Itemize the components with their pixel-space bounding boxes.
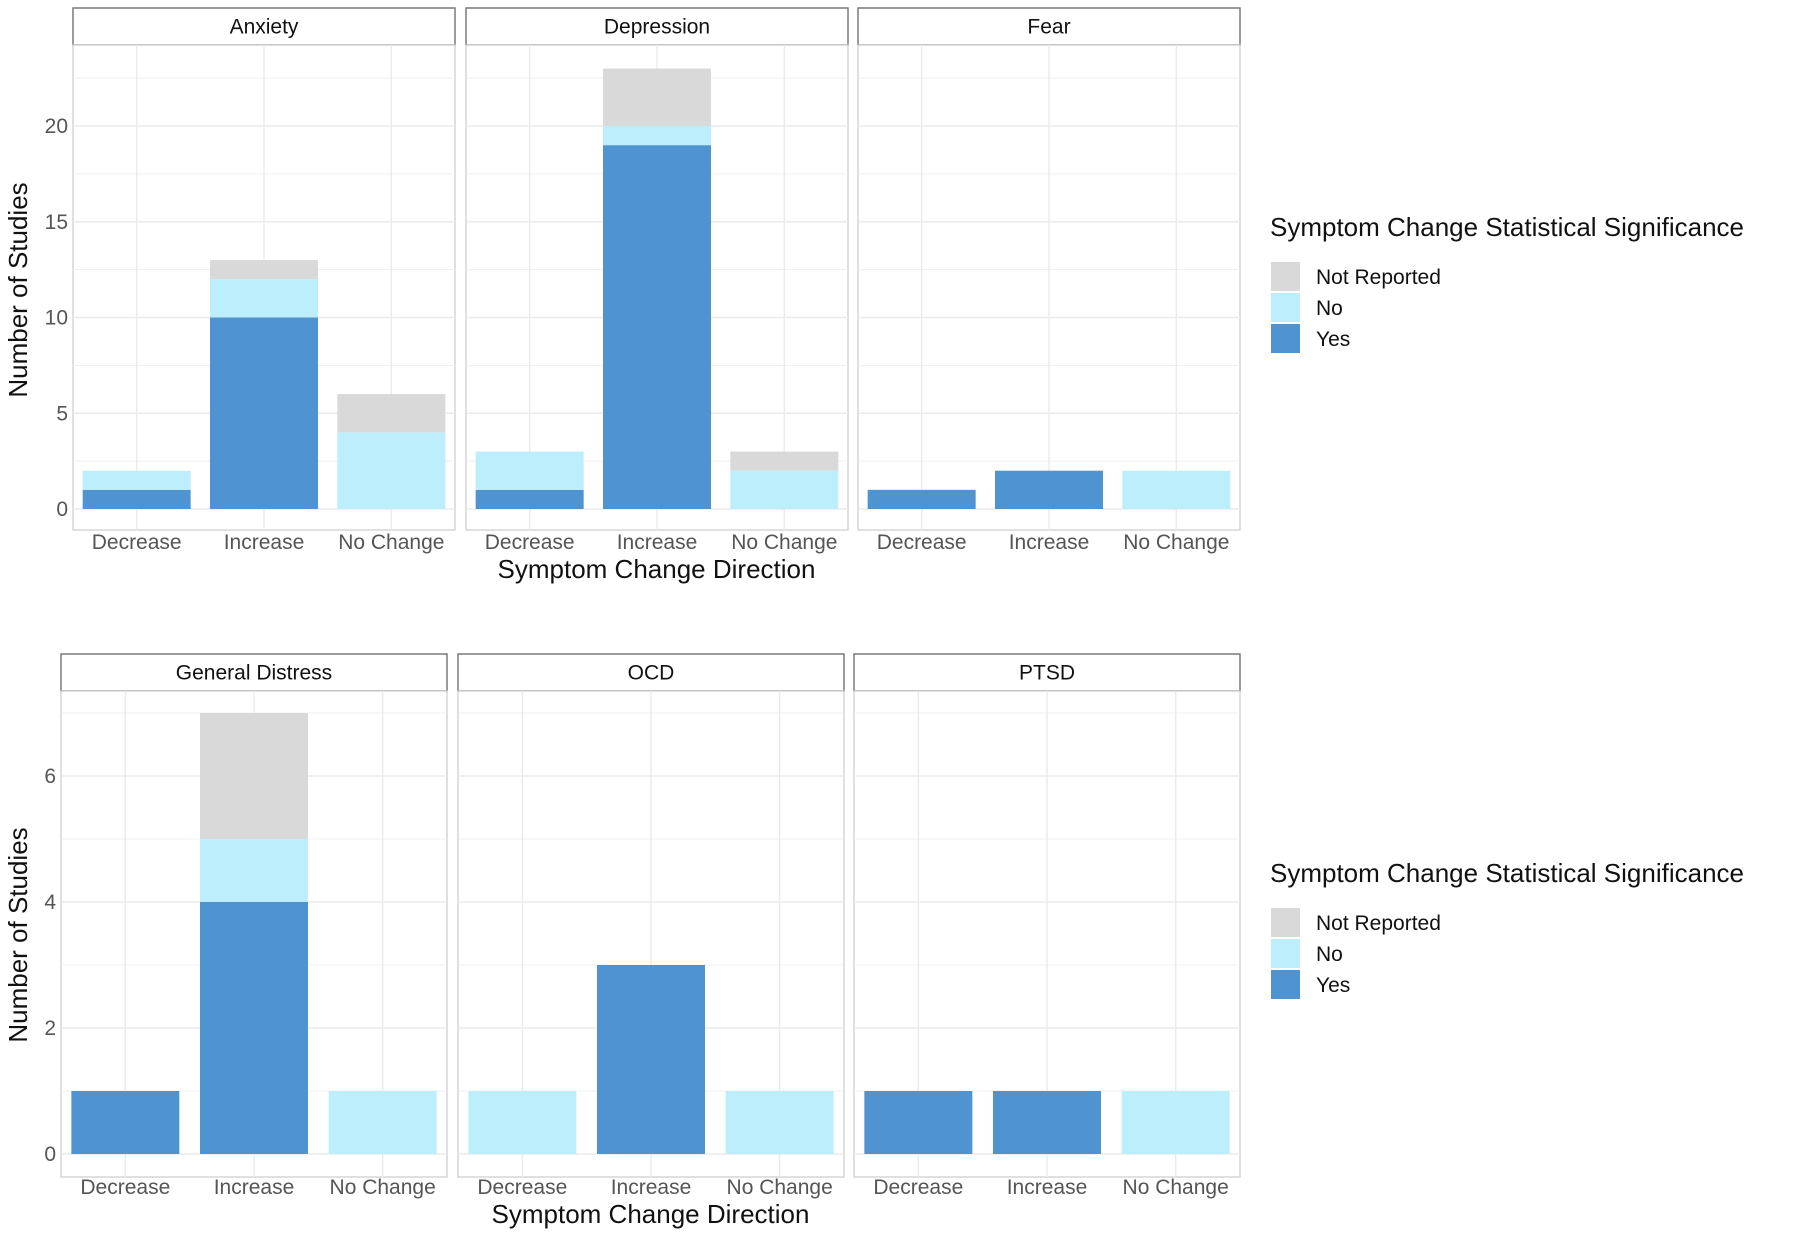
bar-segment [725, 1091, 834, 1154]
y-tick-label: 0 [56, 498, 68, 521]
bar-segment [730, 451, 839, 471]
x-tick-label: No Change [1123, 531, 1229, 554]
legend-label: Not Reported [1316, 912, 1441, 935]
facet-title: PTSD [1019, 662, 1075, 685]
bar-segment [993, 1091, 1101, 1154]
x-tick-label: No Change [731, 531, 837, 554]
x-tick-label: Decrease [477, 1176, 567, 1199]
facet-strip [60, 653, 448, 692]
x-tick-label: Decrease [485, 531, 575, 554]
y-tick-label: 4 [44, 891, 56, 914]
legend-title: Symptom Change Statistical Significance [1270, 858, 1744, 888]
bar-segment [210, 260, 318, 280]
legend-swatch [1271, 293, 1300, 322]
bar-segment [82, 470, 191, 490]
x-tick-label: Decrease [80, 1176, 170, 1199]
x-tick-label: No Change [338, 531, 444, 554]
facet-title: OCD [628, 662, 675, 685]
y-axis-title: Number of Studies [3, 827, 33, 1042]
legend-label: No [1316, 297, 1343, 320]
bar-segment [603, 68, 711, 126]
bar-segment [200, 713, 308, 839]
bar-segment [1121, 1091, 1230, 1154]
legend-swatch [1271, 262, 1300, 291]
facet-strip [857, 7, 1241, 46]
y-tick-label: 5 [56, 402, 68, 425]
x-tick-label: Decrease [873, 1176, 963, 1199]
x-tick-label: No Change [727, 1176, 833, 1199]
bar-segment [867, 489, 976, 509]
legend-swatch [1271, 324, 1300, 353]
legend-title: Symptom Change Statistical Significance [1270, 212, 1744, 242]
legend-swatch [1271, 908, 1300, 937]
legend-swatch [1271, 970, 1300, 999]
legend-label: Yes [1316, 974, 1350, 997]
bar-segment [603, 145, 711, 509]
y-tick-label: 6 [44, 765, 56, 788]
bar-segment [475, 451, 584, 490]
x-tick-label: Increase [214, 1176, 295, 1199]
facet-title: Anxiety [230, 16, 299, 39]
y-tick-label: 10 [45, 307, 68, 330]
bar-segment [337, 432, 446, 509]
bar-segment [995, 470, 1103, 509]
facet-title: General Distress [176, 662, 332, 685]
legend-label: Not Reported [1316, 266, 1441, 289]
facet-strip [457, 653, 845, 692]
x-axis-title: Symptom Change Direction [492, 1199, 810, 1229]
x-tick-label: Increase [1009, 531, 1090, 554]
facet-strip [465, 7, 849, 46]
x-axis-title: Symptom Change Direction [498, 554, 816, 584]
bar-segment [603, 126, 711, 146]
y-tick-label: 15 [45, 211, 68, 234]
legend-label: Yes [1316, 328, 1350, 351]
bar-segment [730, 470, 839, 509]
x-tick-label: Decrease [92, 531, 182, 554]
bar-segment [71, 1091, 180, 1154]
bar-segment [337, 394, 446, 433]
bar-segment [864, 1091, 973, 1154]
legend-label: No [1316, 943, 1343, 966]
x-tick-label: Increase [1007, 1176, 1088, 1199]
y-tick-label: 0 [44, 1143, 56, 1166]
bar-segment [210, 279, 318, 318]
facet-strip [72, 7, 456, 46]
bar-segment [1122, 470, 1231, 509]
facet-title: Depression [604, 16, 710, 39]
bar-segment [475, 489, 584, 509]
bar-segment [82, 489, 191, 509]
bar-segment [200, 902, 308, 1154]
x-tick-label: Decrease [877, 531, 967, 554]
bar-segment [328, 1091, 437, 1154]
y-axis-title: Number of Studies [3, 182, 33, 397]
x-tick-label: No Change [1123, 1176, 1229, 1199]
x-tick-label: Increase [224, 531, 305, 554]
x-tick-label: Increase [611, 1176, 692, 1199]
x-tick-label: No Change [330, 1176, 436, 1199]
y-tick-label: 20 [45, 115, 68, 138]
legend-swatch [1271, 939, 1300, 968]
facet-title: Fear [1027, 16, 1070, 39]
x-tick-label: Increase [617, 531, 698, 554]
bar-segment [597, 965, 705, 1154]
bar-segment [210, 317, 318, 509]
bar-segment [468, 1091, 577, 1154]
y-tick-label: 2 [44, 1017, 56, 1040]
bar-segment [200, 839, 308, 902]
